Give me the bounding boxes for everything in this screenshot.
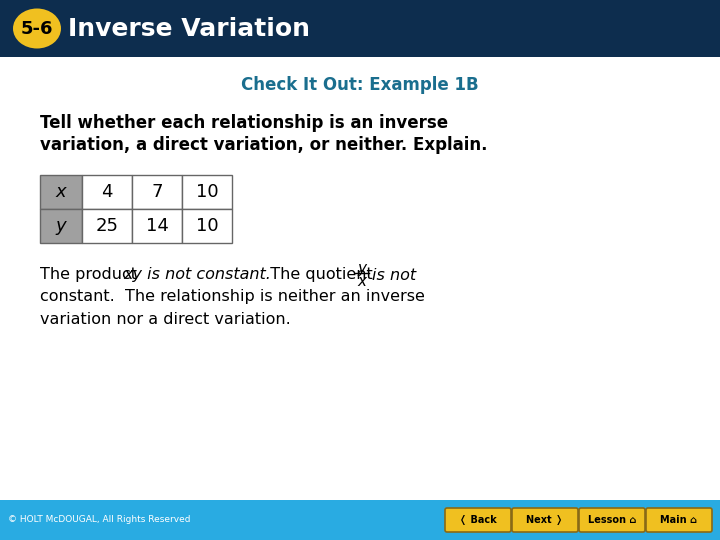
Text: x: x bbox=[55, 183, 66, 201]
Text: 4: 4 bbox=[102, 183, 113, 201]
Text: Next ❭: Next ❭ bbox=[526, 515, 564, 525]
Text: Main ⌂: Main ⌂ bbox=[660, 515, 698, 525]
Bar bbox=[182, 175, 232, 209]
Text: x: x bbox=[358, 273, 366, 288]
Ellipse shape bbox=[13, 9, 61, 49]
Bar bbox=[40, 209, 82, 243]
FancyBboxPatch shape bbox=[646, 508, 712, 532]
Text: ❬ Back: ❬ Back bbox=[459, 515, 497, 525]
Text: constant.  The relationship is neither an inverse: constant. The relationship is neither an… bbox=[40, 289, 425, 305]
FancyBboxPatch shape bbox=[512, 508, 578, 532]
Text: Lesson ⌂: Lesson ⌂ bbox=[588, 515, 636, 525]
Text: variation nor a direct variation.: variation nor a direct variation. bbox=[40, 312, 291, 327]
Bar bbox=[132, 209, 182, 243]
Text: 10: 10 bbox=[196, 183, 218, 201]
Bar bbox=[82, 209, 132, 243]
Text: The quotient: The quotient bbox=[260, 267, 378, 282]
Bar bbox=[182, 209, 232, 243]
Bar bbox=[82, 175, 132, 209]
Text: y: y bbox=[358, 260, 366, 275]
Text: Inverse Variation: Inverse Variation bbox=[68, 17, 310, 40]
Text: Check It Out: Example 1B: Check It Out: Example 1B bbox=[241, 76, 479, 94]
Text: y: y bbox=[55, 217, 66, 235]
Text: The product: The product bbox=[40, 267, 142, 282]
Text: xy is not constant.: xy is not constant. bbox=[123, 267, 271, 282]
Text: is not: is not bbox=[372, 267, 416, 282]
Text: Tell whether each relationship is an inverse: Tell whether each relationship is an inv… bbox=[40, 114, 448, 132]
Text: 10: 10 bbox=[196, 217, 218, 235]
Text: variation, a direct variation, or neither. Explain.: variation, a direct variation, or neithe… bbox=[40, 136, 487, 154]
Text: 25: 25 bbox=[96, 217, 119, 235]
FancyBboxPatch shape bbox=[579, 508, 645, 532]
Bar bbox=[0, 500, 720, 540]
Text: 5-6: 5-6 bbox=[21, 19, 53, 37]
Text: 14: 14 bbox=[145, 217, 168, 235]
Bar bbox=[132, 175, 182, 209]
Bar bbox=[0, 0, 720, 57]
Text: 7: 7 bbox=[151, 183, 163, 201]
FancyBboxPatch shape bbox=[445, 508, 511, 532]
Text: © HOLT McDOUGAL, All Rights Reserved: © HOLT McDOUGAL, All Rights Reserved bbox=[8, 516, 191, 524]
Bar bbox=[40, 175, 82, 209]
